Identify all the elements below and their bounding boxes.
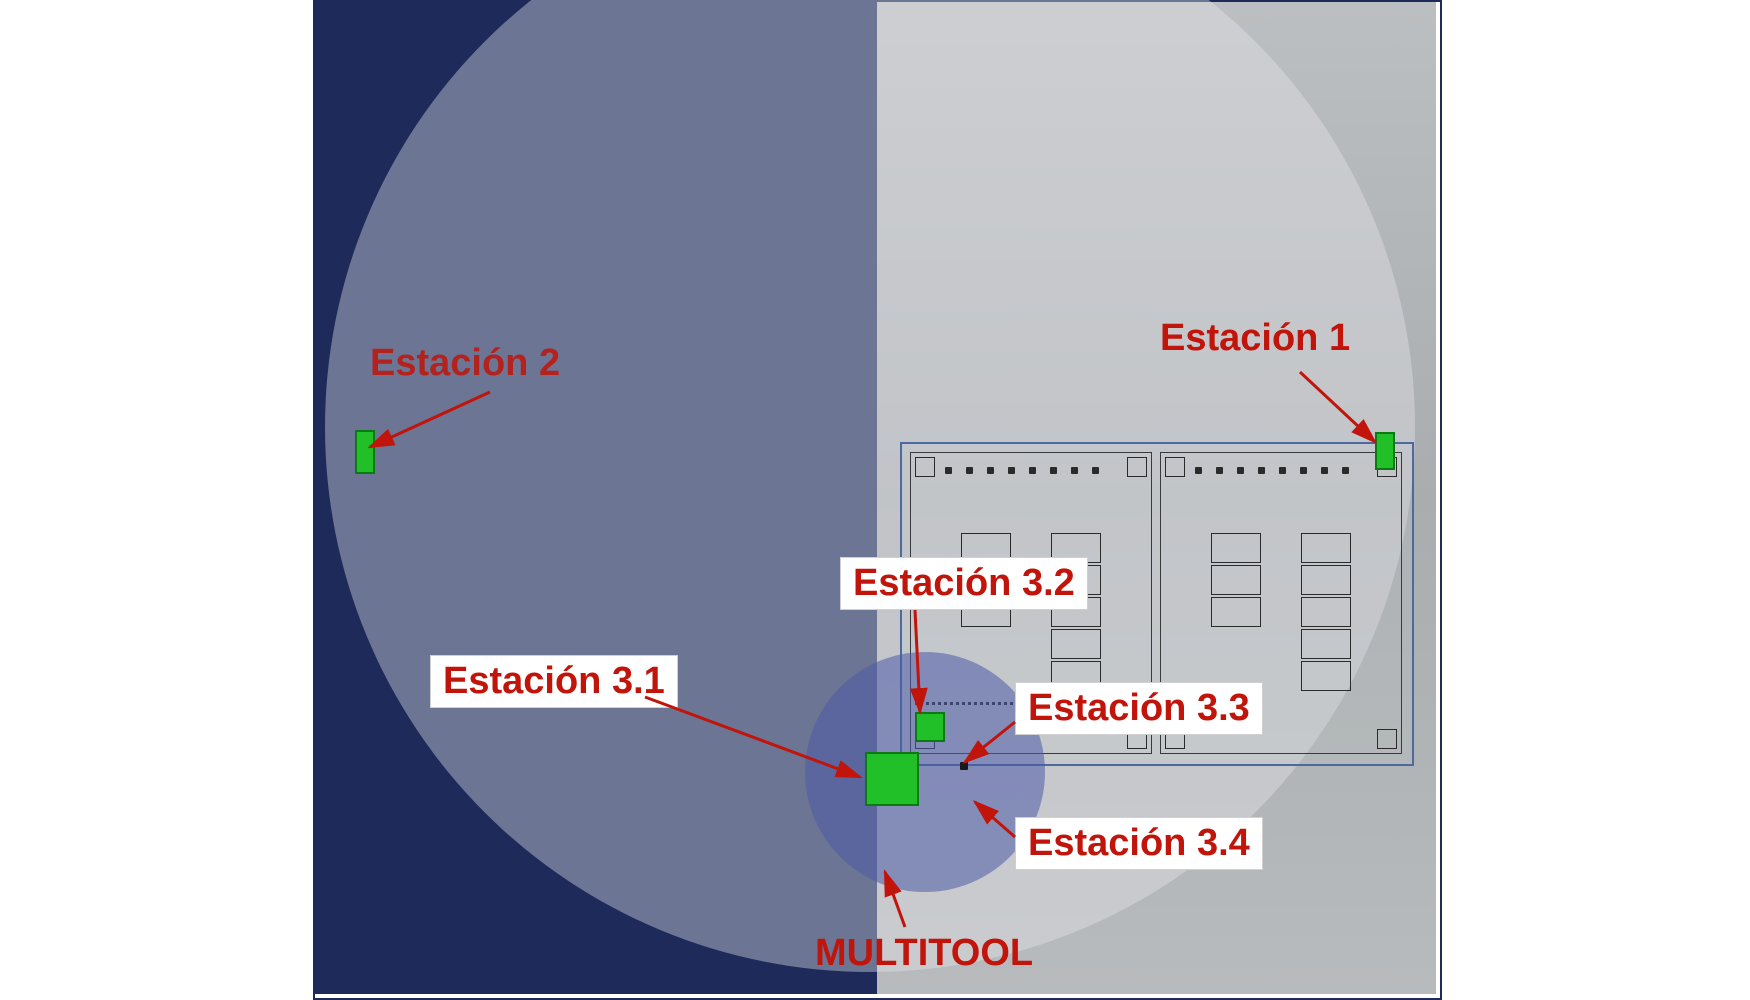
station-3-3-label: Estación 3.3 — [1015, 682, 1263, 735]
station-1-marker — [1375, 432, 1395, 470]
panel: Estación 1 Estación 2 Estación 3.1 Estac… — [313, 0, 1442, 1000]
diagram-stage: Estación 1 Estación 2 Estación 3.1 Estac… — [0, 0, 1750, 1000]
multitool-pin — [960, 762, 968, 770]
station-2-marker — [355, 430, 375, 474]
station-3-4-label: Estación 3.4 — [1015, 817, 1263, 870]
station-3-2-label: Estación 3.2 — [840, 557, 1088, 610]
station-2-label: Estación 2 — [370, 342, 560, 385]
multitool-circle — [805, 652, 1045, 892]
station-1-label: Estación 1 — [1160, 317, 1350, 360]
station-3-2-marker — [915, 712, 945, 742]
station-3-1-label: Estación 3.1 — [430, 655, 678, 708]
multitool-label: MULTITOOL — [815, 932, 1033, 975]
station-3-1-marker — [865, 752, 919, 806]
